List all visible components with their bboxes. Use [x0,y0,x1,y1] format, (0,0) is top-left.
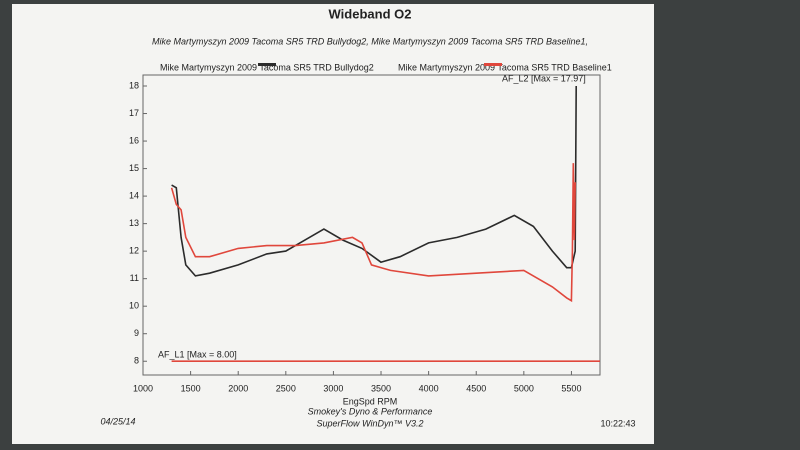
y-tick-label: 14 [129,190,139,200]
footer-line: Smokey's Dyno & Performance [308,406,433,416]
y-tick-label: 17 [129,108,139,118]
chart-title: Wideband O2 [329,6,412,21]
time: 10:22:43 [600,418,635,428]
legend-label: Mike Martymyszyn 2009 Tacoma SR5 TRD Bul… [160,62,374,72]
y-tick-label: 16 [129,135,139,145]
x-tick-label: 5500 [561,383,581,393]
x-tick-label: 4500 [466,383,486,393]
x-tick-label: 5000 [514,383,534,393]
x-tick-label: 2500 [276,383,296,393]
y-tick-label: 8 [134,356,139,366]
paper [12,4,654,444]
x-tick-label: 3500 [371,383,391,393]
footer-line: SuperFlow WinDyn™ V3.2 [317,418,424,428]
legend-swatch [484,63,502,66]
x-tick-label: 2000 [228,383,248,393]
annotation: AF_L2 [Max = 17.97] [502,73,586,83]
series-line [171,85,577,277]
series-line [170,163,576,303]
legend-swatch [258,63,276,66]
chart-subtitle: Mike Martymyszyn 2009 Tacoma SR5 TRD Bul… [152,36,588,46]
x-tick-label: 4000 [419,383,439,393]
x-axis-label: EngSpd RPM [343,396,398,406]
y-tick-label: 15 [129,163,139,173]
y-tick-label: 18 [129,80,139,90]
y-tick-label: 10 [129,301,139,311]
x-tick-label: 1000 [133,383,153,393]
date: 04/25/14 [100,416,135,426]
legend-label: Mike Martymyszyn 2009 Tacoma SR5 TRD Bas… [398,62,612,72]
plot-frame [142,74,601,376]
x-tick-label: 3000 [323,383,343,393]
y-tick-label: 9 [134,328,139,338]
limit-label: AF_L1 [Max = 8.00] [158,350,237,360]
y-tick-label: 13 [129,218,139,228]
x-tick-label: 1500 [181,383,201,393]
y-tick-label: 11 [130,273,139,283]
y-tick-label: 12 [129,246,139,256]
